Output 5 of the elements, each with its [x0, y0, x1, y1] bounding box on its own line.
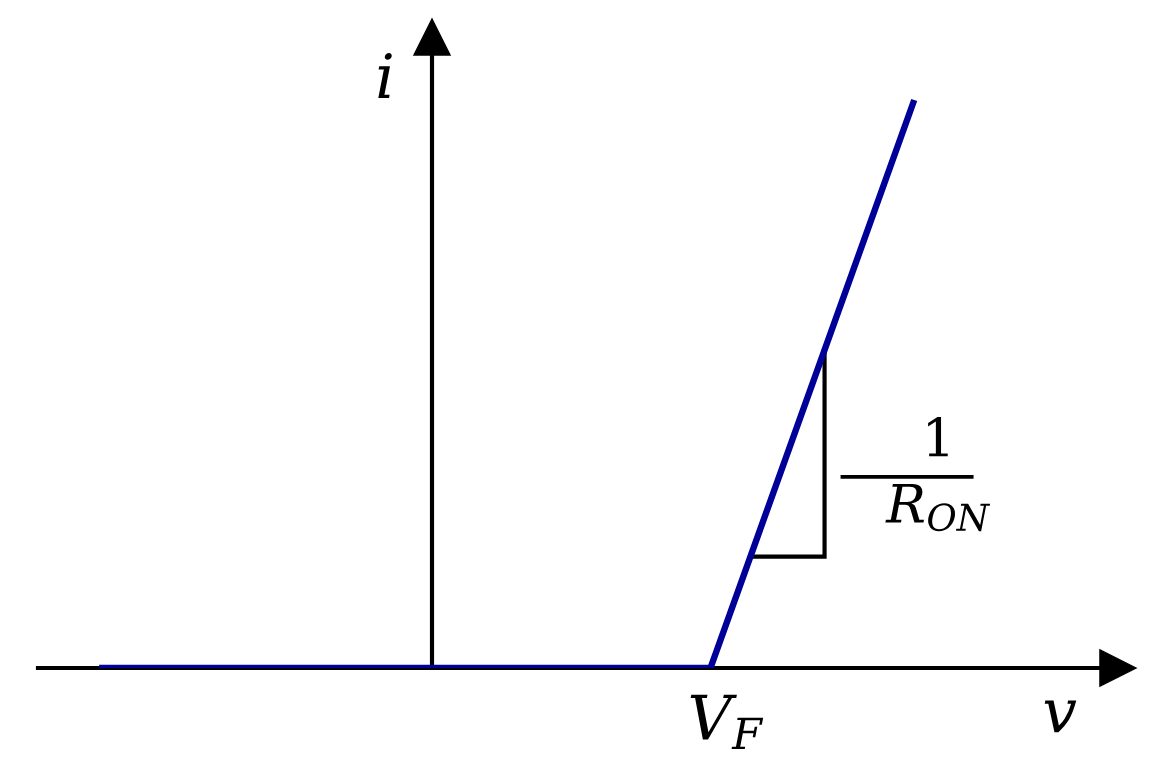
text: V$_{F}$ — [690, 694, 764, 749]
x-axis-title: v — [1044, 700, 1077, 733]
annotation: 1 — [928, 417, 948, 457]
annotation: R$_{ON}$ — [885, 484, 991, 532]
y-axis-title: i — [378, 53, 392, 99]
